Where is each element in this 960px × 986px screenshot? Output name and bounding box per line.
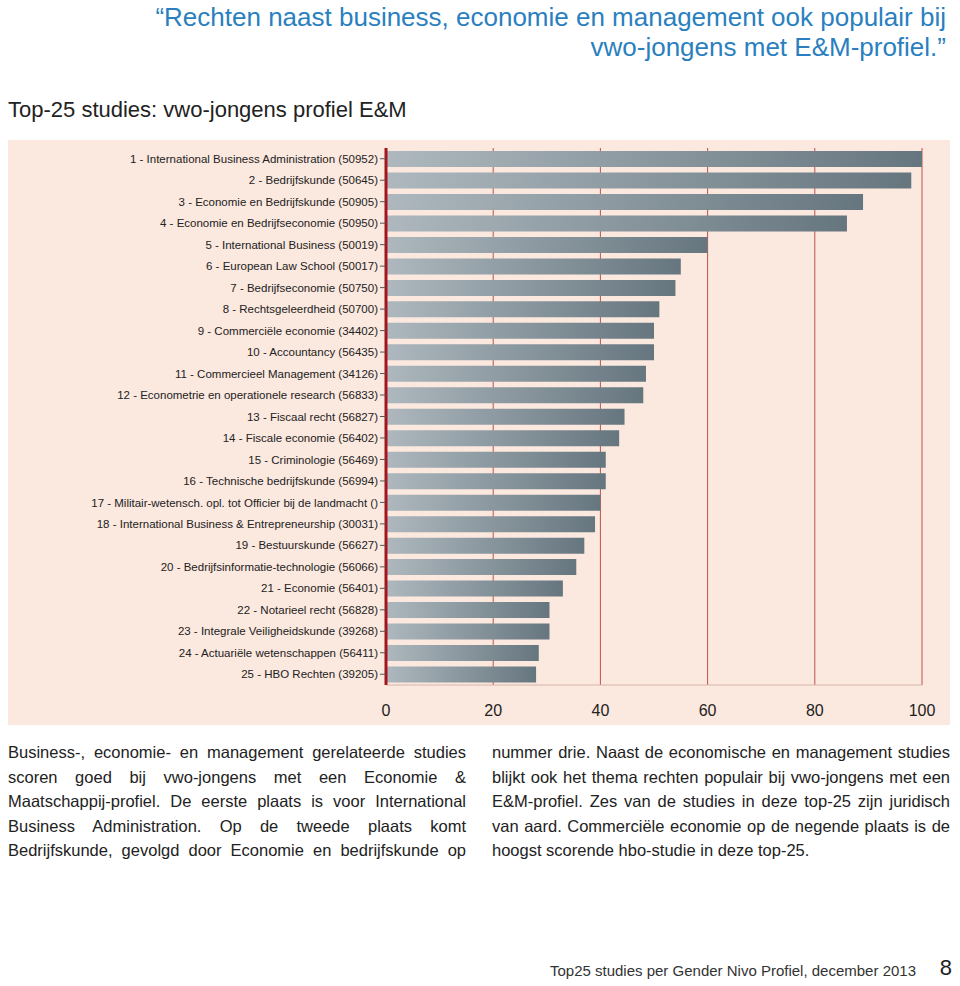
svg-text:10 - Accountancy (56435): 10 - Accountancy (56435) [247,346,378,358]
svg-text:4 - Economie en Bedrijfseconom: 4 - Economie en Bedrijfseconomie (50950) [160,217,378,229]
svg-text:7 - Bedrijfseconomie (50750): 7 - Bedrijfseconomie (50750) [230,282,378,294]
svg-text:13 - Fiscaal recht (56827): 13 - Fiscaal recht (56827) [247,411,378,423]
svg-text:20 - Bedrijfsinformatie-techno: 20 - Bedrijfsinformatie-technologie (560… [161,561,379,573]
svg-text:17 - Militair-wetensch. opl. t: 17 - Militair-wetensch. opl. tot Officie… [91,497,378,509]
html-text:Top-25 studies: vwo-jongens pr: Top-25 studies: vwo-jongens profiel E&M [8,97,407,122]
svg-text:24 - Actuariële wetenschappen: 24 - Actuariële wetenschappen (56411) [179,647,378,659]
svg-text:0: 0 [382,702,391,719]
svg-text:15 - Criminologie (56469): 15 - Criminologie (56469) [248,454,378,466]
svg-text:20: 20 [484,702,502,719]
svg-text:6 - European Law School (50017: 6 - European Law School (50017) [206,260,378,272]
svg-text:25 - HBO Rechten (39205): 25 - HBO Rechten (39205) [241,668,378,680]
svg-text:22 - Notarieel recht (56828): 22 - Notarieel recht (56828) [237,604,378,616]
html-text:8: 8 [939,955,952,980]
svg-text:2 - Bedrijfskunde (50645): 2 - Bedrijfskunde (50645) [249,174,378,186]
html-text:Top25 studies per Gender Nivo: Top25 studies per Gender Nivo Profiel, d… [550,962,916,979]
html-text:vwo-jongens met E&M-profiel.”: vwo-jongens met E&M-profiel.” [590,32,946,62]
svg-text:5 - International Business (50: 5 - International Business (50019) [205,239,378,251]
svg-text:40: 40 [592,702,610,719]
svg-text:12 - Econometrie en operatione: 12 - Econometrie en operationele researc… [117,389,378,401]
svg-text:23 - Integrale Veiligheidskund: 23 - Integrale Veiligheidskunde (39268) [178,625,378,637]
svg-text:60: 60 [699,702,717,719]
svg-text:16 - Technische bedrijfskunde: 16 - Technische bedrijfskunde (56994) [183,475,378,487]
svg-text:1 - International Business Adm: 1 - International Business Administratio… [130,153,378,165]
svg-text:21 - Economie (56401): 21 - Economie (56401) [261,582,378,594]
svg-text:9 - Commerciële economie (3440: 9 - Commerciële economie (34402) [198,325,378,337]
svg-text:3 - Economie en Bedrijfskunde: 3 - Economie en Bedrijfskunde (50905) [179,196,379,208]
html-text:Business-, economie- en manage: Business-, economie- en management gerel… [8,743,950,859]
svg-text:80: 80 [806,702,824,719]
html-text:“Rechten naast business, econo: “Rechten naast business, economie en man… [155,2,946,32]
svg-text:18 - International Business &: 18 - International Business & Entreprene… [97,518,378,530]
svg-text:100: 100 [909,702,936,719]
svg-text:8 - Rechtsgeleerdheid (50700): 8 - Rechtsgeleerdheid (50700) [223,303,379,315]
svg-text:11 - Commercieel Management (3: 11 - Commercieel Management (34126) [175,368,378,380]
svg-text:19 - Bestuurskunde (56627): 19 - Bestuurskunde (56627) [235,539,378,551]
svg-text:14 - Fiscale economie (56402): 14 - Fiscale economie (56402) [223,432,378,444]
